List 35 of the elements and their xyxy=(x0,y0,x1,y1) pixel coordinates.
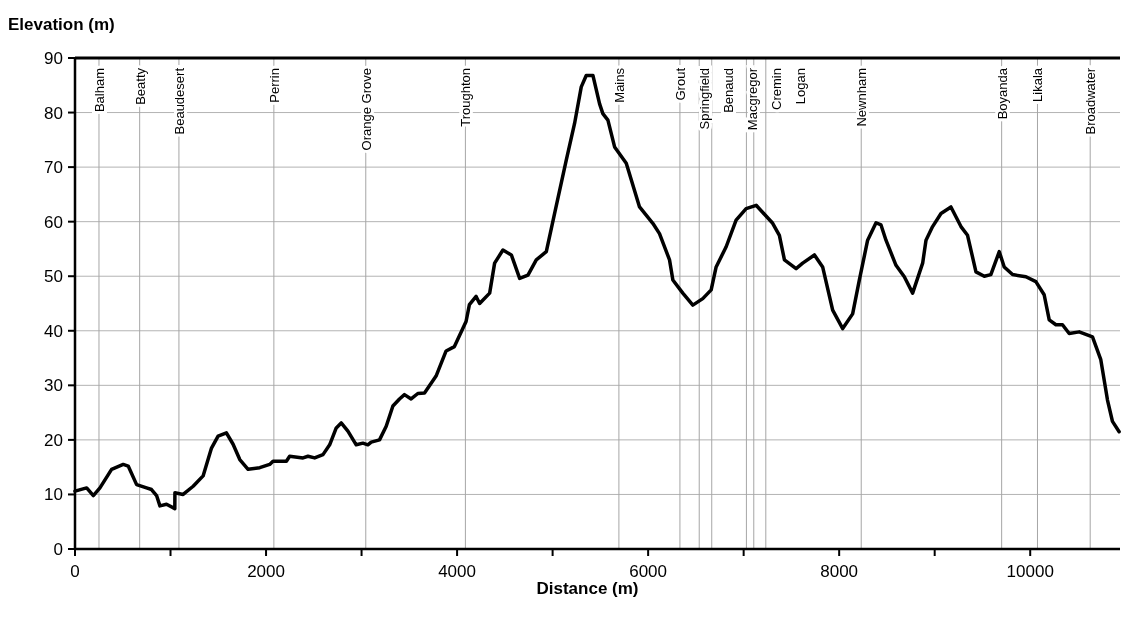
y-tick-label: 10 xyxy=(44,485,63,505)
ref-line-label: Boyanda xyxy=(994,67,1010,120)
ref-line-label: Balham xyxy=(91,68,107,113)
y-axis-title: Elevation (m) xyxy=(8,15,115,34)
ref-line-label: Grout xyxy=(672,67,688,101)
y-tick-label: 50 xyxy=(44,267,63,287)
x-tick-label: 4000 xyxy=(438,562,476,581)
y-tick-label: 0 xyxy=(53,539,63,559)
ref-line-label: Macgregor xyxy=(744,67,760,131)
ref-line-label: Likala xyxy=(1030,67,1046,102)
y-tick-label: 20 xyxy=(44,430,63,450)
ref-line-label: Springfield xyxy=(696,68,712,130)
ref-line-label: Perrin xyxy=(266,68,282,103)
ref-line-label: Logan xyxy=(792,68,808,105)
x-tick-label: 10000 xyxy=(1006,562,1054,581)
ref-line-label: Troughton xyxy=(458,68,474,127)
x-axis-title: Distance (m) xyxy=(536,579,639,598)
ref-line-label: Broadwater xyxy=(1083,67,1099,135)
ref-line-label: Beatty xyxy=(132,67,148,105)
y-tick-label: 60 xyxy=(44,212,63,232)
y-tick-label: 70 xyxy=(44,158,63,178)
ref-line-label: Benaud xyxy=(720,68,736,113)
y-tick-label: 80 xyxy=(44,103,63,123)
ref-line-label: Orange Grove xyxy=(358,68,374,151)
ref-line-label: Mains xyxy=(611,67,627,103)
ref-line-label: Cremin xyxy=(768,68,784,110)
y-tick-label: 30 xyxy=(44,376,63,396)
x-tick-label: 2000 xyxy=(247,562,285,581)
x-tick-label: 6000 xyxy=(629,562,668,581)
x-tick-label: 0 xyxy=(70,562,80,581)
y-tick-label: 40 xyxy=(44,321,63,341)
ref-line-label: Beaudesert xyxy=(171,67,187,135)
ref-line-label: Newnham xyxy=(854,68,870,127)
y-tick-label: 90 xyxy=(44,48,63,68)
x-tick-label: 8000 xyxy=(820,562,859,581)
